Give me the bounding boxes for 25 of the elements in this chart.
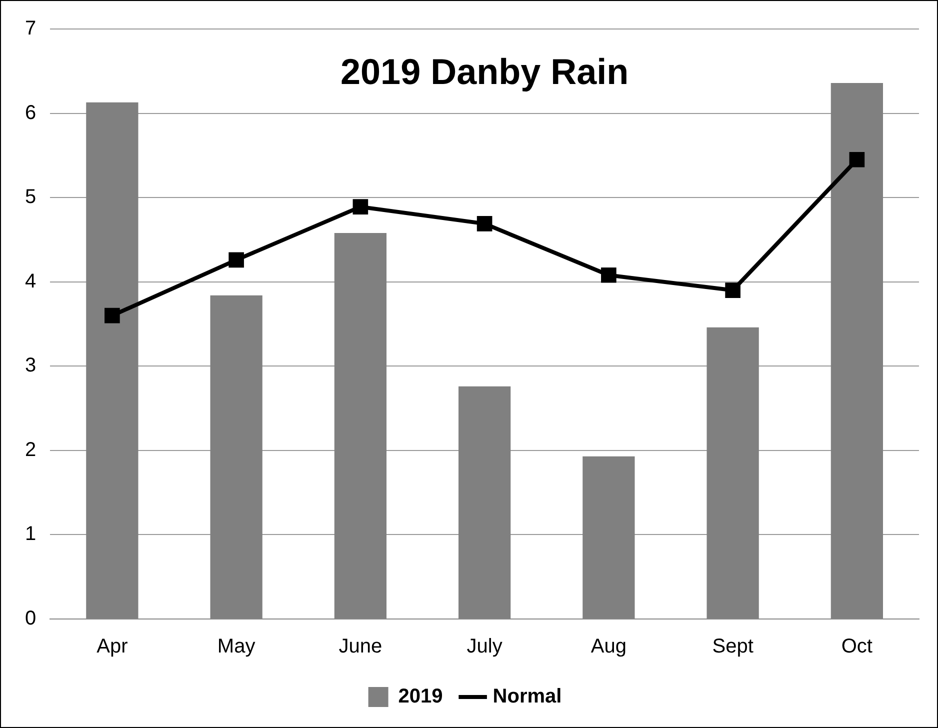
y-tick-label: 6 [25, 102, 36, 124]
x-tick-label: Oct [841, 636, 873, 658]
x-tick-label: July [466, 636, 502, 658]
point [104, 308, 120, 324]
point [601, 267, 616, 283]
y-tick-label: 4 [25, 270, 36, 292]
y-tick-label: 7 [25, 18, 36, 40]
y-tick-label: 2 [25, 438, 36, 461]
x-tick-label: June [338, 636, 382, 658]
point [725, 282, 740, 298]
point [352, 199, 368, 214]
x-tick-label: Sept [712, 636, 754, 658]
x-tick-label: May [217, 636, 256, 658]
point [849, 152, 865, 168]
x-tick-label: Aug [590, 636, 626, 658]
y-tick-label: 1 [25, 523, 36, 546]
y-tick-label: 5 [25, 186, 36, 208]
legend-label: 2019 [398, 686, 443, 708]
y-tick-label: 3 [25, 354, 36, 377]
point [228, 252, 244, 268]
point [476, 216, 492, 232]
x-tick-label: Apr [96, 636, 128, 658]
text: 2019 Danby Rain [340, 50, 629, 92]
y-tick-label: 0 [25, 608, 36, 630]
legend-label: Normal [492, 686, 562, 708]
